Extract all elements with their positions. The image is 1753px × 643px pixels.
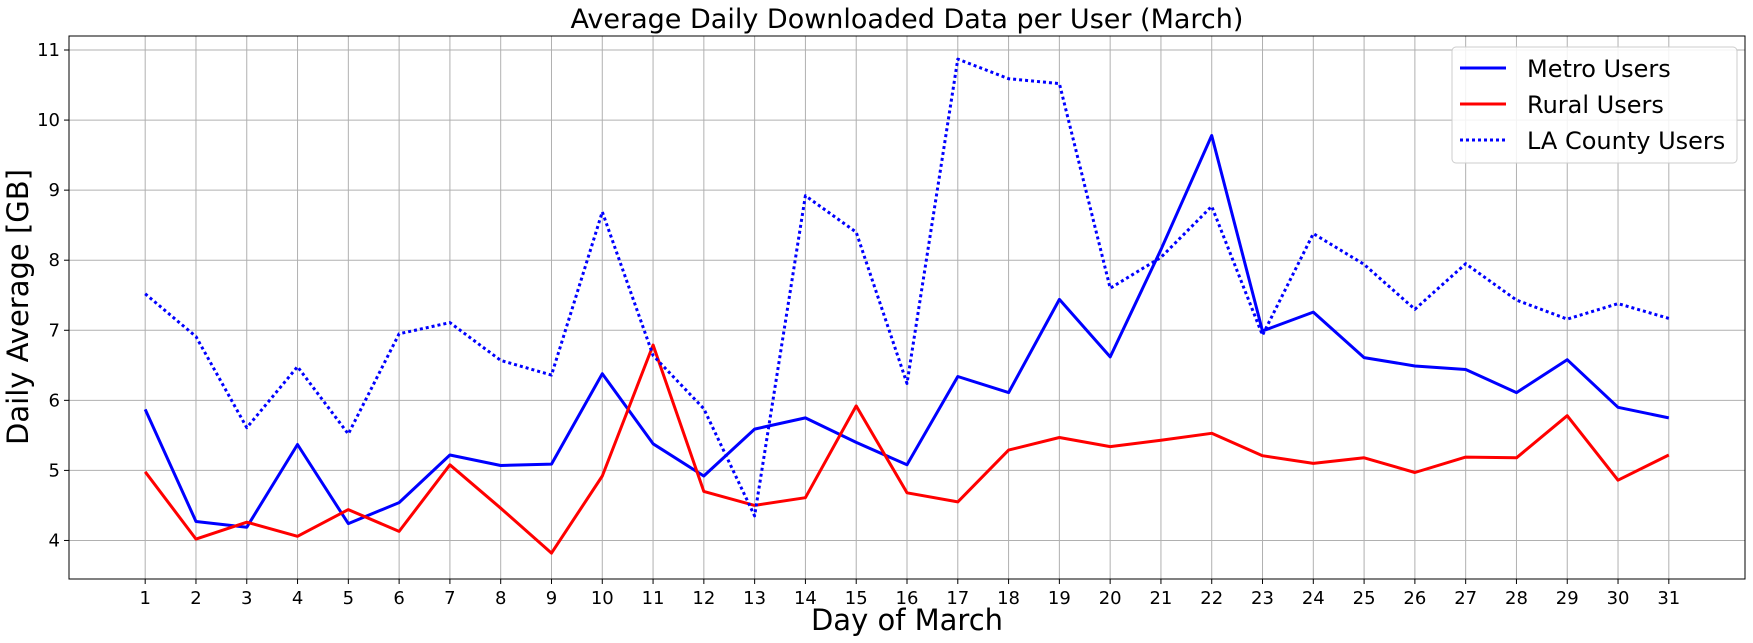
chart-title: Average Daily Downloaded Data per User (… [571, 4, 1244, 35]
x-tick-label: 18 [997, 588, 1020, 609]
x-tick-label: 2 [190, 588, 201, 609]
y-tick-label: 7 [49, 320, 60, 341]
x-tick-label: 16 [896, 588, 919, 609]
x-tick-label: 11 [642, 588, 665, 609]
x-tick-label: 7 [444, 588, 455, 609]
series-line-la-county-users [144, 57, 1670, 518]
x-tick-label: 29 [1556, 588, 1579, 609]
x-tick-label: 30 [1607, 588, 1630, 609]
x-tick-label: 21 [1149, 588, 1172, 609]
x-tick-label: 26 [1403, 588, 1426, 609]
x-tick-label: 27 [1454, 588, 1477, 609]
x-tick-label: 4 [292, 588, 303, 609]
x-tick-label: 22 [1200, 588, 1223, 609]
x-tick-label: 15 [845, 588, 868, 609]
legend-label: Metro Users [1527, 55, 1671, 83]
legend-box [1451, 46, 1738, 164]
series-line-metro-users [143, 134, 1670, 529]
x-tick-label: 1 [139, 588, 150, 609]
x-tick-label: 23 [1251, 588, 1274, 609]
series-lines [143, 57, 1670, 555]
legend-label: LA County Users [1527, 127, 1725, 155]
x-tick-label: 12 [692, 588, 715, 609]
x-axis-label: Day of March [811, 603, 1003, 637]
x-tick-label: 24 [1302, 588, 1325, 609]
y-tick-label: 4 [49, 530, 60, 551]
y-tick-label: 10 [37, 110, 60, 131]
x-tick-label: 13 [743, 588, 766, 609]
legend-label: Rural Users [1527, 91, 1664, 119]
x-tick-label: 28 [1505, 588, 1528, 609]
x-tick-label: 19 [1048, 588, 1071, 609]
x-tick-label: 9 [546, 588, 557, 609]
x-tick-label: 5 [343, 588, 354, 609]
x-tick-label: 20 [1099, 588, 1122, 609]
y-tick-label: 9 [49, 180, 60, 201]
series-line-rural-users [144, 343, 1670, 555]
x-tick-label: 10 [591, 588, 614, 609]
y-axis-label: Daily Average [GB] [1, 169, 35, 445]
x-tick-label: 25 [1353, 588, 1376, 609]
x-tick-label: 8 [495, 588, 506, 609]
x-tick-label: 3 [241, 588, 252, 609]
y-tick-label: 8 [49, 250, 60, 271]
x-tick-label: 31 [1657, 588, 1680, 609]
y-tick-label: 5 [49, 460, 60, 481]
legend: Metro Users Rural Users LA County Users [1451, 46, 1738, 164]
x-tick-label: 6 [393, 588, 404, 609]
y-tick-label: 11 [37, 40, 60, 61]
x-tick-label: 17 [946, 588, 969, 609]
y-tick-label: 6 [49, 390, 60, 411]
x-tick-label: 14 [794, 588, 817, 609]
axis-ticks: 1 2 3 4 5 6 7 8 9 10 11 12 13 14 15 16 17 18 19 20 21 22 23 24 2… [37, 40, 1680, 609]
